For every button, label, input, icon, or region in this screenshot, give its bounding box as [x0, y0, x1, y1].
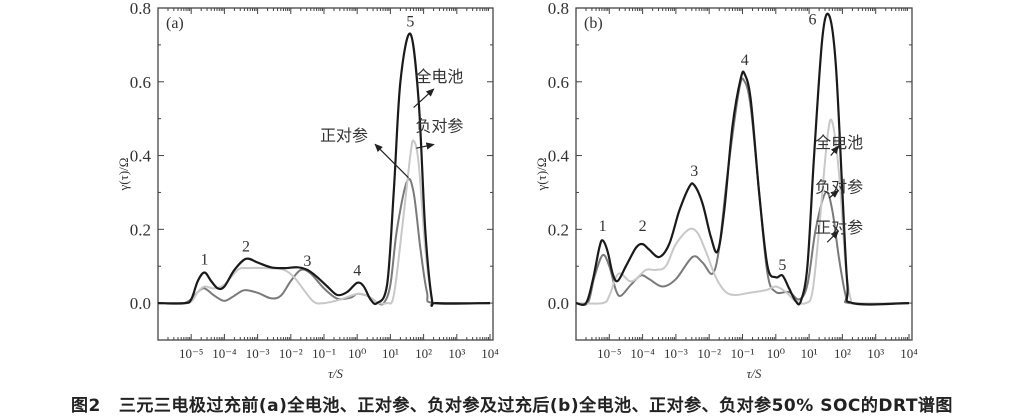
peak-label: 4: [353, 262, 361, 279]
peak-label: 3: [690, 163, 698, 180]
series-annotation-label: 全电池: [415, 67, 463, 86]
x-axis-label: τ/S: [328, 366, 343, 381]
series-annotation-label: 负对参: [415, 117, 463, 136]
chart-panel-a: 0.0 0.2 0.4 0.6 0.8 10⁻⁵ 10⁻⁴ 10⁻³ 10⁻² 10⁻¹ 10⁰ 10…: [116, 0, 499, 381]
x-axis-label: τ/S: [747, 366, 762, 381]
y-tick-label: 0.4: [130, 147, 152, 166]
caption-text: 三元三电极过充前(a)全电池、正对参、负对参及过充后(b)全电池、正对参、负对参…: [118, 396, 953, 416]
figure-number: 图2: [71, 396, 101, 416]
series-line-全电池: [157, 32, 491, 307]
x-tick-label: 10³: [448, 346, 465, 361]
y-axis-label: γ(τ)/Ω: [534, 158, 549, 192]
peak-label: 5: [406, 13, 414, 30]
x-tick-label: 10⁻⁵: [597, 346, 621, 361]
x-tick-label: 10⁴: [900, 346, 918, 361]
x-tick-label: 10⁻⁴: [630, 346, 655, 361]
peak-label: 3: [303, 253, 311, 270]
y-tick-label: 0.2: [130, 220, 151, 239]
panel-label: (a): [166, 15, 184, 32]
x-tick-label: 10⁻³: [664, 346, 688, 361]
peak-label: 1: [200, 251, 208, 268]
y-tick-label: 0.4: [548, 147, 570, 166]
plot-frame: [575, 7, 913, 341]
y-tick-label: 0.8: [548, 0, 569, 18]
x-tick-label: 10³: [867, 346, 884, 361]
x-tick-label: 10²: [415, 346, 432, 361]
peak-label: 5: [778, 257, 786, 274]
peak-label: 2: [639, 218, 647, 235]
series-annotation-label: 正对参: [320, 126, 368, 145]
peak-label: 2: [242, 238, 250, 255]
series-annotation-label: 负对参: [815, 177, 863, 196]
x-tick-label: 10¹: [382, 346, 399, 361]
y-tick-label: 0.6: [548, 73, 569, 92]
series-annotation-label: 正对参: [815, 218, 863, 237]
x-tick-label: 10⁻⁵: [179, 346, 203, 361]
annotation-arrow: [826, 230, 840, 243]
x-tick-label: 10²: [834, 346, 851, 361]
series-annotation-label: 全电池: [815, 133, 863, 152]
x-tick-label: 10⁰: [767, 346, 785, 361]
drt-figure: 0.00.20.40.60.810⁻⁵ 10⁻⁴ 10⁻³ 10⁻² 10⁻¹ 10⁰ 10…: [116, 0, 918, 381]
x-tick-label: 10⁻¹: [731, 346, 755, 361]
x-tick-label: 10⁻³: [246, 346, 270, 361]
y-tick-label: 0.0: [130, 294, 151, 313]
x-tick-label: 10⁰: [348, 346, 366, 361]
peak-label: 6: [808, 12, 816, 29]
x-tick-label: 10⁻¹: [312, 346, 336, 361]
series-line-负对参: [157, 139, 491, 306]
x-tick-label: 10¹: [801, 346, 818, 361]
annotation-arrow: [413, 88, 435, 109]
y-axis-label: γ(τ)/Ω: [116, 158, 131, 192]
figure-caption: 图2 三元三电极过充前(a)全电池、正对参、负对参及过充后(b)全电池、正对参、负…: [0, 391, 1024, 416]
annotation-arrow: [830, 145, 839, 156]
chart-panel-b: 0.0 0.2 0.4 0.6 0.8 10⁻⁵ 10⁻⁴ 10⁻³ 10⁻² 10⁻¹ 10⁰ 10…: [534, 0, 918, 381]
x-tick-label: 10⁻²: [697, 346, 721, 361]
series-line-负对参: [575, 118, 910, 305]
y-tick-label: 0.0: [548, 294, 569, 313]
y-tick-label: 0.8: [130, 0, 151, 18]
peak-label: 4: [741, 52, 749, 69]
y-tick-label: 0.6: [130, 73, 151, 92]
series-line-全电池: [575, 12, 910, 306]
annotation-arrow: [828, 189, 840, 199]
x-tick-label: 10⁻⁴: [212, 346, 237, 361]
y-tick-label: 0.2: [548, 220, 569, 239]
series-line-正对参: [157, 177, 491, 306]
peak-label: 1: [599, 218, 607, 235]
plot-frame: [157, 7, 494, 341]
panel-label: (b): [584, 15, 603, 32]
x-tick-label: 10⁻²: [279, 346, 303, 361]
annotation-arrow: [416, 142, 435, 150]
x-tick-label: 10⁴: [481, 346, 499, 361]
annotation-arrow: [374, 143, 409, 179]
